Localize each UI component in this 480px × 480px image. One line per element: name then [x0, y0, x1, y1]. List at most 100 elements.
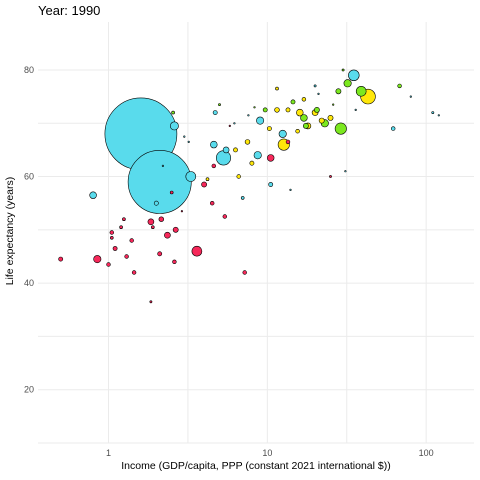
- chart-title: Year: 1990: [38, 3, 100, 18]
- bubble-point: [153, 200, 159, 206]
- bubble-point: [210, 140, 218, 149]
- x-axis-label: Income (GDP/capita, PPP (constant 2021 i…: [121, 460, 390, 472]
- bubble-point: [327, 115, 334, 121]
- bubble-point: [253, 106, 256, 109]
- bubble-point: [149, 300, 153, 304]
- bubble-point: [329, 175, 332, 178]
- bubble-point: [187, 140, 190, 143]
- bubble-point: [172, 226, 179, 233]
- grid-layer: [38, 22, 474, 444]
- bubble-point: [157, 251, 163, 257]
- bubble-point: [180, 210, 183, 213]
- bubble-point: [201, 181, 207, 188]
- bubble-point: [212, 110, 218, 115]
- bubble-point: [218, 103, 221, 107]
- bubble-point: [169, 190, 174, 195]
- y-axis-label: Life expectancy (years): [4, 177, 16, 286]
- bubble-point: [171, 110, 175, 115]
- x-tick-label: 100: [419, 448, 434, 458]
- bubble-point: [93, 255, 102, 264]
- bubble-point: [210, 201, 215, 206]
- bubble-point: [289, 188, 292, 191]
- bubble-point: [275, 86, 279, 91]
- bubble-point: [262, 107, 268, 113]
- bubble-point: [431, 111, 435, 115]
- bubble-layer: [58, 68, 440, 304]
- bubble-point: [348, 69, 360, 82]
- bubble-point: [295, 129, 300, 134]
- bubble-point: [343, 79, 352, 88]
- bubble-point: [112, 246, 118, 251]
- bubble-point: [397, 83, 402, 89]
- bubble-point: [233, 122, 236, 125]
- bubble-point: [313, 107, 320, 113]
- bubble-point: [335, 88, 342, 95]
- y-tick-label: 80: [24, 65, 34, 75]
- bubble-point: [341, 68, 345, 72]
- bubble-point: [296, 108, 304, 117]
- bubble-point: [278, 129, 287, 138]
- tick-layer: 1 10 100 20 40 60 80: [24, 65, 434, 458]
- bubble-point: [302, 123, 309, 129]
- bubble-point: [89, 191, 97, 199]
- bubble-point: [266, 126, 272, 132]
- bubble-point: [122, 217, 126, 221]
- bubble-point: [242, 270, 247, 275]
- bubble-point: [240, 196, 245, 200]
- bubble-point: [58, 256, 64, 262]
- bubble-point: [161, 164, 164, 167]
- bubble-point: [169, 121, 179, 131]
- bubble-point: [244, 139, 251, 145]
- bubble-point: [119, 225, 123, 229]
- bubble-point: [109, 230, 115, 235]
- bubble-point: [211, 163, 217, 169]
- bubble-point: [131, 270, 137, 275]
- bubble-point: [344, 170, 347, 173]
- bubble-point: [268, 182, 274, 187]
- bubble-point: [164, 231, 171, 239]
- bubble-point: [256, 116, 265, 125]
- y-tick-label: 20: [24, 385, 34, 395]
- bubble-point: [253, 151, 262, 160]
- bubble-point: [301, 97, 307, 102]
- bubble-point: [216, 150, 232, 166]
- bubble-point: [313, 84, 317, 88]
- bubble-point: [354, 108, 357, 111]
- bubble-point: [267, 154, 275, 162]
- bubble-point: [158, 216, 165, 222]
- bubble-point: [334, 122, 347, 135]
- bubble-point: [233, 147, 238, 153]
- bubble-point: [129, 238, 134, 243]
- bubble-point: [222, 214, 228, 219]
- bubble-point: [391, 126, 396, 131]
- x-tick-label: 1: [106, 448, 111, 458]
- x-tick-label: 10: [262, 448, 272, 458]
- bubble-point: [249, 160, 255, 166]
- bubble-point: [228, 124, 231, 127]
- bubble-point: [147, 218, 155, 226]
- bubble-point: [409, 95, 412, 98]
- bubble-point: [355, 86, 367, 97]
- bubble-point: [183, 135, 186, 138]
- bubble-point: [191, 245, 203, 257]
- bubble-point: [222, 146, 230, 154]
- bubble-point: [205, 177, 210, 181]
- bubble-point: [127, 149, 192, 214]
- bubble-point: [236, 174, 241, 179]
- bubble-point: [300, 114, 308, 122]
- bubble-point: [110, 236, 114, 240]
- bubble-point: [285, 139, 291, 145]
- bubble-point: [151, 225, 155, 229]
- bubble-point: [285, 107, 291, 113]
- bubble-point: [317, 92, 320, 95]
- y-tick-label: 40: [24, 278, 34, 288]
- bubble-point: [332, 103, 335, 106]
- bubble-point: [185, 171, 197, 182]
- bubble-point: [172, 259, 177, 264]
- bubble-point: [437, 114, 440, 117]
- bubble-point: [247, 114, 250, 117]
- bubble-point: [274, 107, 280, 113]
- bubble-point: [106, 262, 111, 267]
- bubble-point: [318, 117, 325, 124]
